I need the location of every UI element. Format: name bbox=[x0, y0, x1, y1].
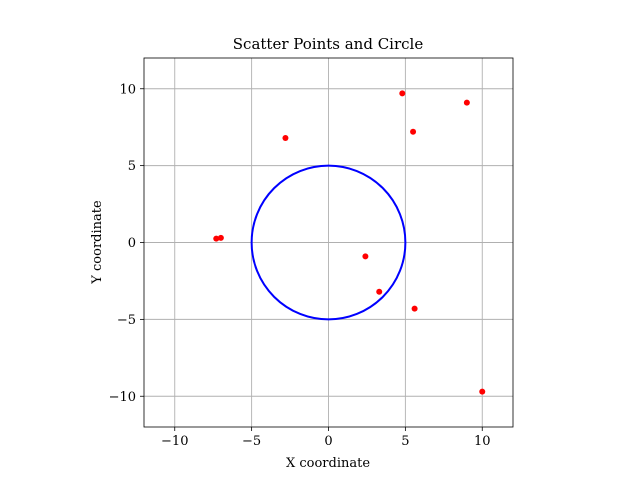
x-tick-label: 5 bbox=[401, 434, 409, 449]
grid bbox=[144, 58, 513, 427]
x-tick-label: −10 bbox=[161, 434, 188, 449]
y-ticks: −10 −5 0 5 10 bbox=[109, 82, 144, 405]
y-tick-label: 5 bbox=[128, 159, 136, 174]
scatter-point bbox=[362, 253, 369, 260]
scatter-point bbox=[282, 134, 289, 141]
x-tick-label: 10 bbox=[474, 434, 491, 449]
scatter-point bbox=[217, 234, 224, 241]
y-tick-label: −10 bbox=[109, 390, 136, 405]
x-axis-label: X coordinate bbox=[286, 456, 370, 471]
circle-outline bbox=[250, 164, 407, 321]
x-tick-label: −5 bbox=[242, 434, 261, 449]
chart-title: Scatter Points and Circle bbox=[233, 35, 424, 53]
circle-layer bbox=[250, 164, 407, 321]
scatter-point bbox=[213, 235, 220, 242]
y-tick-label: 0 bbox=[128, 236, 136, 251]
x-tick-label: 0 bbox=[324, 434, 332, 449]
scatter-point bbox=[376, 288, 383, 295]
points-layer bbox=[213, 90, 486, 395]
scatter-point bbox=[410, 128, 417, 135]
scatter-point bbox=[399, 90, 406, 97]
y-tick-label: 10 bbox=[119, 82, 136, 97]
scatter-point bbox=[479, 388, 486, 395]
y-axis-label: Y coordinate bbox=[90, 200, 105, 285]
y-tick-label: −5 bbox=[117, 313, 136, 328]
scatter-point bbox=[463, 99, 470, 106]
x-ticks: −10 −5 0 5 10 bbox=[161, 427, 491, 449]
scatter-point bbox=[411, 305, 418, 312]
